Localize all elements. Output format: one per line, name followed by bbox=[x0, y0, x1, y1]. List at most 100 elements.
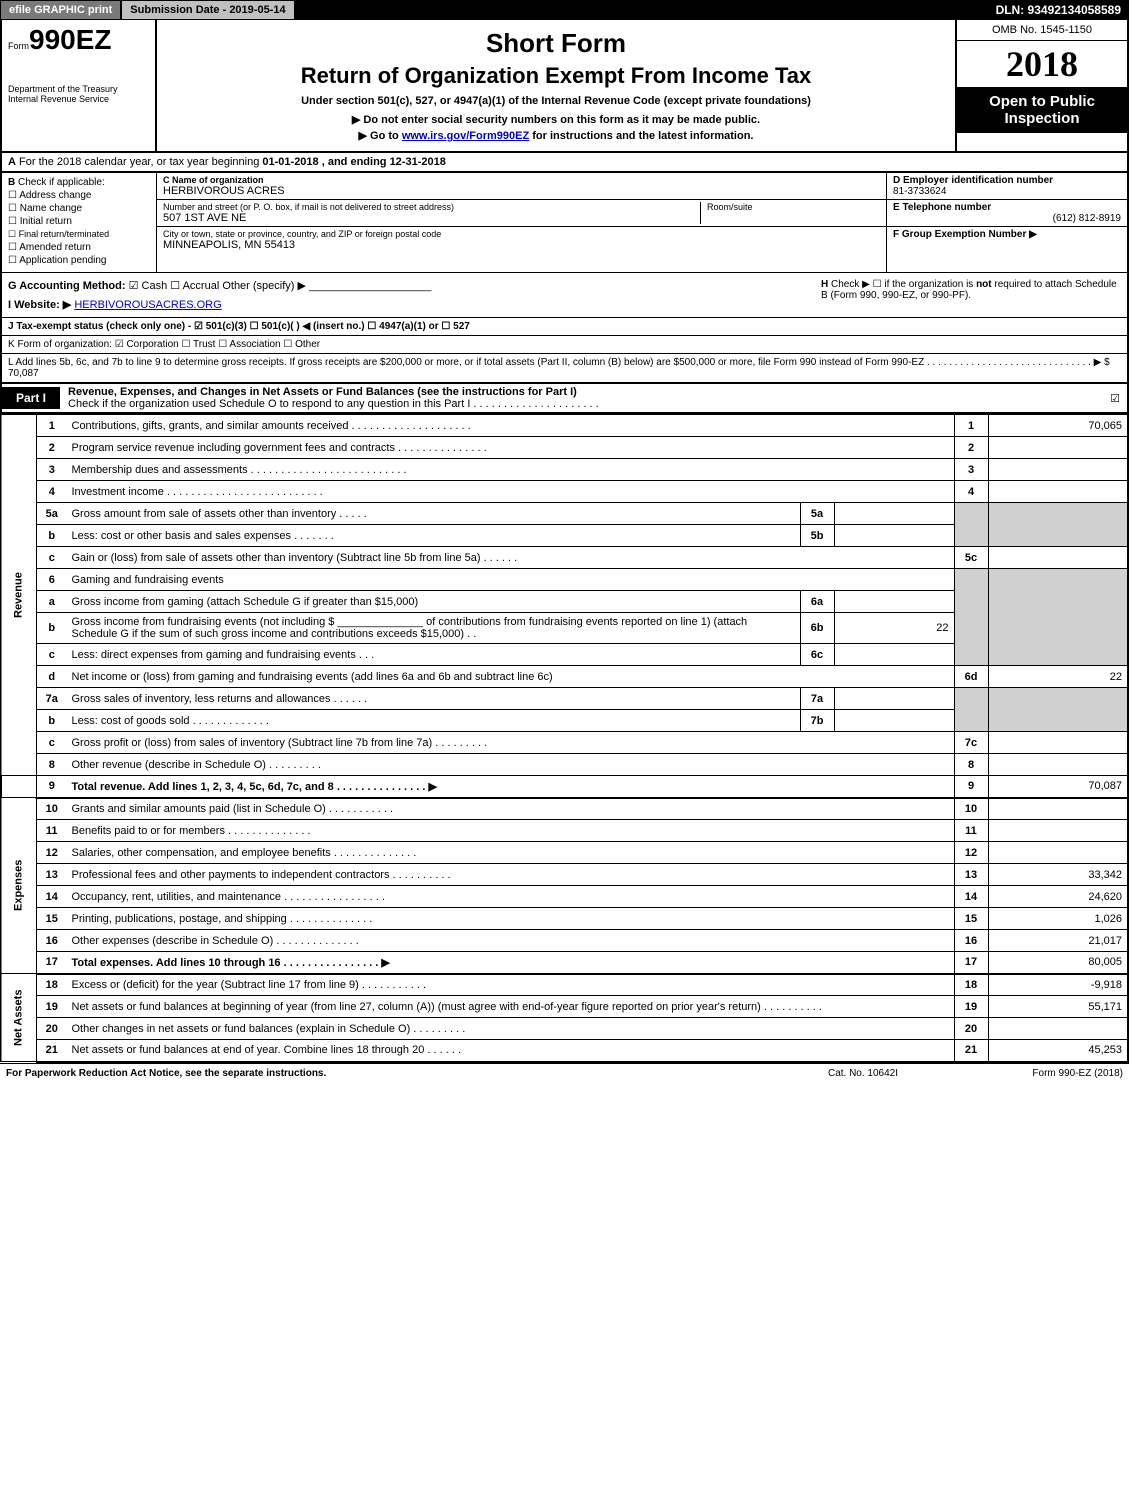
amt-2 bbox=[988, 437, 1128, 459]
street-value: 507 1ST AVE NE bbox=[163, 212, 700, 224]
ln-5c: c bbox=[37, 547, 67, 569]
nc-13: 13 bbox=[954, 864, 988, 886]
nc-8: 8 bbox=[954, 754, 988, 776]
ln-19: 19 bbox=[37, 996, 67, 1018]
nc-3: 3 bbox=[954, 459, 988, 481]
tax-year: 2018 bbox=[957, 41, 1127, 87]
desc-14: Occupancy, rent, utilities, and maintena… bbox=[67, 886, 955, 908]
website-link[interactable]: HERBIVOROUSACRES.ORG bbox=[74, 299, 221, 311]
footer-right: Form 990-EZ (2018) bbox=[963, 1068, 1123, 1079]
line-a-begin: 01-01-2018 bbox=[262, 156, 318, 168]
street-box: Number and street (or P. O. box, if mail… bbox=[157, 200, 886, 227]
part1-table: Revenue 1 Contributions, gifts, grants, … bbox=[0, 414, 1129, 1063]
row-7c: c Gross profit or (loss) from sales of i… bbox=[1, 732, 1128, 754]
page-footer: For Paperwork Reduction Act Notice, see … bbox=[0, 1063, 1129, 1083]
amt-1: 70,065 bbox=[988, 415, 1128, 437]
desc-15: Printing, publications, postage, and shi… bbox=[67, 908, 955, 930]
g-accrual[interactable]: ☐ Accrual bbox=[170, 280, 219, 292]
row-7a: 7a Gross sales of inventory, less return… bbox=[1, 688, 1128, 710]
line-a-mid: , and ending bbox=[319, 156, 390, 168]
nc-12: 12 bbox=[954, 842, 988, 864]
line-a-pre: For the 2018 calendar year, or tax year … bbox=[19, 156, 262, 168]
row-18: Net Assets 18 Excess or (deficit) for th… bbox=[1, 974, 1128, 996]
desc-5a: Gross amount from sale of assets other t… bbox=[67, 503, 801, 525]
desc-20: Other changes in net assets or fund bala… bbox=[67, 1018, 955, 1040]
nc-17: 17 bbox=[954, 952, 988, 974]
ln-7b: b bbox=[37, 710, 67, 732]
row-19: 19 Net assets or fund balances at beginn… bbox=[1, 996, 1128, 1018]
l-text: L Add lines 5b, 6c, and 7b to line 9 to … bbox=[8, 357, 1104, 368]
amt-19: 55,171 bbox=[988, 996, 1128, 1018]
tel-value: (612) 812-8919 bbox=[893, 213, 1121, 224]
chk-application-pending[interactable]: ☐ Application pending bbox=[8, 255, 150, 266]
ln-6a: a bbox=[37, 591, 67, 613]
desc-6: Gaming and fundraising events bbox=[67, 569, 955, 591]
nc-15: 15 bbox=[954, 908, 988, 930]
amt-17: 80,005 bbox=[988, 952, 1128, 974]
group-exemption-label: F Group Exemption Number ▶ bbox=[893, 229, 1121, 240]
irs-link[interactable]: www.irs.gov/Form990EZ bbox=[402, 130, 529, 142]
desc-4: Investment income . . . . . . . . . . . … bbox=[67, 481, 955, 503]
ln-16: 16 bbox=[37, 930, 67, 952]
sn-7a: 7a bbox=[800, 688, 834, 710]
chk-final-return[interactable]: ☐ Final return/terminated bbox=[8, 229, 150, 240]
desc-21: Net assets or fund balances at end of ye… bbox=[67, 1040, 955, 1062]
line-a-end: 12-31-2018 bbox=[390, 156, 446, 168]
line-g: G Accounting Method: ☑ Cash ☐ Accrual Ot… bbox=[8, 279, 821, 311]
sn-6c: 6c bbox=[800, 644, 834, 666]
form-number: Form990EZ bbox=[8, 24, 149, 56]
nc-14: 14 bbox=[954, 886, 988, 908]
row-5a: 5a Gross amount from sale of assets othe… bbox=[1, 503, 1128, 525]
sn-5a: 5a bbox=[800, 503, 834, 525]
nc-21: 21 bbox=[954, 1040, 988, 1062]
desc-11: Benefits paid to or for members . . . . … bbox=[67, 820, 955, 842]
amt-7c bbox=[988, 732, 1128, 754]
desc-19: Net assets or fund balances at beginning… bbox=[67, 996, 955, 1018]
footer-left: For Paperwork Reduction Act Notice, see … bbox=[6, 1068, 763, 1079]
ln-4: 4 bbox=[37, 481, 67, 503]
h-text1: Check ▶ ☐ if the organization is bbox=[831, 279, 976, 290]
line-a: A For the 2018 calendar year, or tax yea… bbox=[0, 153, 1129, 173]
desc-17: Total expenses. Add lines 10 through 16 … bbox=[67, 952, 955, 974]
g-cash[interactable]: ☑ Cash bbox=[129, 280, 168, 292]
line-i: I Website: ▶ HERBIVOROUSACRES.ORG bbox=[8, 298, 821, 311]
line-k: K Form of organization: ☑ Corporation ☐ … bbox=[0, 336, 1129, 354]
ein-value: 81-3733624 bbox=[893, 186, 1121, 197]
ln-7c: c bbox=[37, 732, 67, 754]
chk-address-change[interactable]: ☐ Address change bbox=[8, 190, 150, 201]
group-exemption-box: F Group Exemption Number ▶ bbox=[887, 227, 1127, 242]
row-20: 20 Other changes in net assets or fund b… bbox=[1, 1018, 1128, 1040]
chk-initial-return[interactable]: ☐ Initial return bbox=[8, 216, 150, 227]
submission-date-label: Submission Date - 2019-05-14 bbox=[121, 0, 294, 20]
nc-9: 9 bbox=[954, 776, 988, 798]
row-6: 6 Gaming and fundraising events bbox=[1, 569, 1128, 591]
grey-7 bbox=[954, 688, 988, 732]
sn-5b: 5b bbox=[800, 525, 834, 547]
chk-amended-return-label: Amended return bbox=[19, 242, 91, 253]
ein-label: D Employer identification number bbox=[893, 175, 1121, 186]
part1-check-text: Check if the organization used Schedule … bbox=[68, 398, 599, 410]
sn-6b: 6b bbox=[800, 613, 834, 644]
desc-6c: Less: direct expenses from gaming and fu… bbox=[67, 644, 801, 666]
chk-amended-return[interactable]: ☐ Amended return bbox=[8, 242, 150, 253]
sv-5b bbox=[834, 525, 954, 547]
netassets-side-label: Net Assets bbox=[1, 974, 37, 1062]
amt-3 bbox=[988, 459, 1128, 481]
row-16: 16 Other expenses (describe in Schedule … bbox=[1, 930, 1128, 952]
amt-11 bbox=[988, 820, 1128, 842]
sv-6c bbox=[834, 644, 954, 666]
column-d: D Employer identification number 81-3733… bbox=[887, 173, 1127, 272]
org-name: HERBIVOROUS ACRES bbox=[163, 185, 880, 197]
part1-checkbox[interactable]: ☑ bbox=[1103, 392, 1127, 405]
row-gh: G Accounting Method: ☑ Cash ☐ Accrual Ot… bbox=[0, 273, 1129, 318]
line-a-label: A bbox=[8, 156, 16, 168]
nc-20: 20 bbox=[954, 1018, 988, 1040]
ln-8: 8 bbox=[37, 754, 67, 776]
chk-name-change[interactable]: ☐ Name change bbox=[8, 203, 150, 214]
ln-2: 2 bbox=[37, 437, 67, 459]
row-14: 14 Occupancy, rent, utilities, and maint… bbox=[1, 886, 1128, 908]
ln-6b: b bbox=[37, 613, 67, 644]
ln-15: 15 bbox=[37, 908, 67, 930]
efile-print-button[interactable]: efile GRAPHIC print bbox=[0, 0, 121, 20]
footer-center: Cat. No. 10642I bbox=[763, 1068, 963, 1079]
